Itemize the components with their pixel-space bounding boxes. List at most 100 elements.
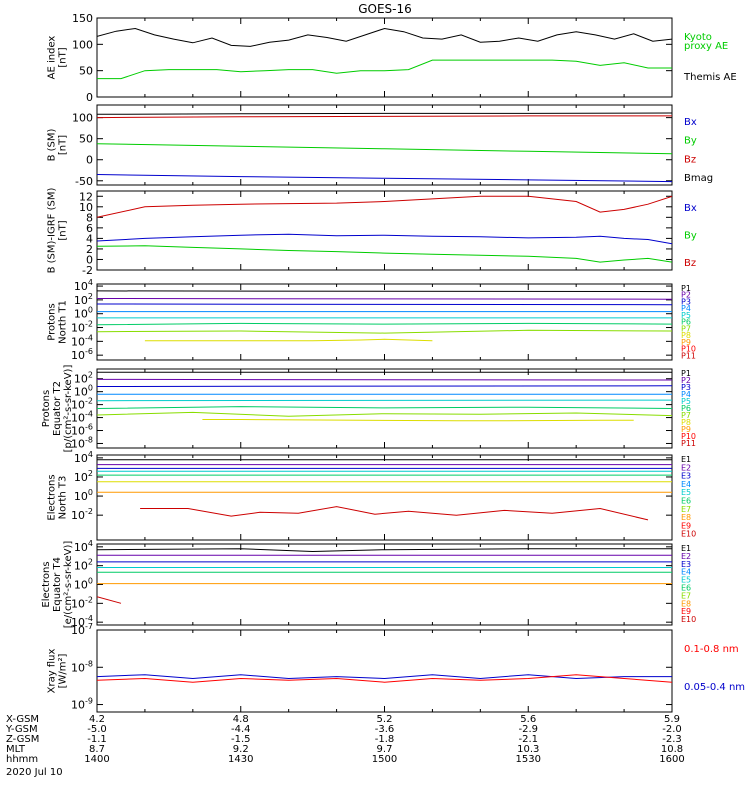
y-tick-label: 10-4 (71, 333, 93, 348)
y-tick-label: 8 (86, 211, 93, 224)
panel-bsm: -50 0 50 100 B (SM) [nT] Bx By Bz Bmag (47, 104, 713, 188)
series-group (97, 290, 672, 342)
x-tick-value: -2.1 (518, 734, 538, 745)
y-axis-title: [nT] (58, 47, 69, 67)
x-tick-value: 8.7 (89, 744, 105, 755)
y-tick-exponent: -2 (85, 320, 93, 329)
series-line-themis-ae (97, 27, 672, 47)
y-tick-exponent: -4 (85, 410, 93, 419)
y-tick-label: 104 (74, 278, 93, 293)
y-tick-exponent: 2 (88, 558, 93, 567)
series-line-e8 (140, 506, 649, 521)
x-tick-value: 1430 (228, 754, 253, 765)
y-axis-title: Electrons (47, 474, 58, 520)
y-tick-label: 10-6 (71, 347, 93, 362)
y-tick-exponent: -8 (85, 435, 93, 444)
x-tick-value: -1.8 (375, 734, 395, 745)
legend-label: Bx (684, 203, 697, 214)
y-tick-label: -2 (82, 264, 93, 277)
series-line-bz (97, 115, 672, 119)
series-group (97, 195, 672, 263)
legend-label: By (684, 136, 697, 147)
y-tick-label: 0 (86, 91, 93, 104)
x-tick-value: 5.2 (377, 714, 393, 725)
x-tick-value: 4.2 (89, 714, 105, 725)
y-tick-label: 100 (72, 112, 93, 125)
legend: 0.1-0.8 nm 0.05-0.4 nm (684, 644, 745, 693)
y-tick-label: 10-2 (71, 595, 93, 610)
x-tick-value: -4.4 (231, 724, 251, 735)
panel-frame (96, 629, 673, 713)
y-axis-title: [nT] (58, 135, 69, 155)
x-row-label: MLT (6, 744, 26, 755)
y-tick-exponent: 4 (88, 450, 93, 459)
legend-label: P4 (681, 304, 691, 313)
y-axis-title: B (SM) (47, 128, 58, 161)
x-tick-value: 1600 (659, 754, 684, 765)
y-tick-exponent: -8 (85, 659, 93, 668)
x-tick-value: -2.3 (662, 734, 682, 745)
y-tick-exponent: 2 (88, 292, 93, 301)
legend-label: E7 (681, 591, 691, 600)
date-label: 2020 Jul 10 (6, 767, 63, 778)
legend-label: E4 (681, 568, 691, 577)
series-line-bmag (97, 112, 672, 115)
series-line-bx (97, 233, 672, 245)
legend-label: P2 (681, 376, 691, 385)
legend-label: By (684, 231, 697, 242)
legend-label: Bz (684, 154, 696, 165)
x-tick-value: 10.3 (517, 744, 539, 755)
legend-label: Bz (684, 258, 696, 269)
legend-label: Bmag (684, 173, 713, 184)
series-group (97, 674, 672, 683)
legend-label: P7 (681, 324, 691, 333)
y-axis-title: Protons (41, 390, 52, 427)
y-tick-exponent: 4 (88, 278, 93, 287)
legend-label: 0.1-0.8 nm (684, 644, 739, 655)
y-tick-label: 6 (86, 222, 93, 235)
y-tick-label: 4 (86, 232, 93, 245)
y-axis-title: [p/(cm²-s-sr-keV)] (63, 365, 74, 453)
legend-label: P8 (681, 418, 691, 427)
x-row-label: Z-GSM (6, 734, 39, 745)
y-tick-label: 10-8 (71, 435, 93, 450)
series-group (97, 548, 672, 604)
legend: Bx By Bz Bmag (684, 117, 713, 184)
y-axis-title: [e/(cm²-s-sr-keV)] (63, 541, 74, 629)
panel-xray: 10-7 10-8 10-9 Xray flux [W/m²] 0.1-0.8 nm 0.0… (47, 622, 745, 713)
y-tick-label: 104 (74, 450, 93, 465)
x-tick-value: -5.0 (87, 724, 107, 735)
y-tick-exponent: -6 (85, 347, 93, 356)
x-tick-value: 9.2 (233, 744, 249, 755)
y-tick-label: 50 (79, 65, 93, 78)
y-tick-label: 10-2 (71, 320, 93, 335)
y-tick-label: 10-9 (71, 697, 93, 712)
y-axis-title: AE index (47, 36, 58, 80)
legend-label: E3 (681, 472, 691, 481)
x-tick-value: 5.6 (520, 714, 536, 725)
x-tick-value: -1.5 (231, 734, 251, 745)
legend-label: Bx (684, 117, 697, 128)
y-tick-label: 102 (74, 469, 93, 484)
panel-en: 104 102 100 10-2 Electrons North T3 E1E2E3E4E5… (47, 450, 696, 541)
panel-frame (96, 190, 673, 271)
legend-label: P6 (681, 404, 691, 413)
legend-label: E10 (681, 530, 696, 539)
legend-label: E5 (681, 576, 691, 585)
x-row-label: hhmm (6, 754, 38, 765)
legend-label: P3 (681, 297, 691, 306)
y-axis-title: North T3 (58, 476, 69, 520)
legend-label: P5 (681, 397, 691, 406)
panel-frame (96, 17, 673, 98)
y-tick-label: 10-7 (71, 622, 93, 637)
legend-label: P11 (681, 351, 696, 360)
x-row-label: X-GSM (6, 714, 39, 725)
y-tick-exponent: -9 (85, 697, 93, 706)
x-tick-value: 1400 (84, 754, 109, 765)
y-tick-label: 2 (86, 243, 93, 256)
